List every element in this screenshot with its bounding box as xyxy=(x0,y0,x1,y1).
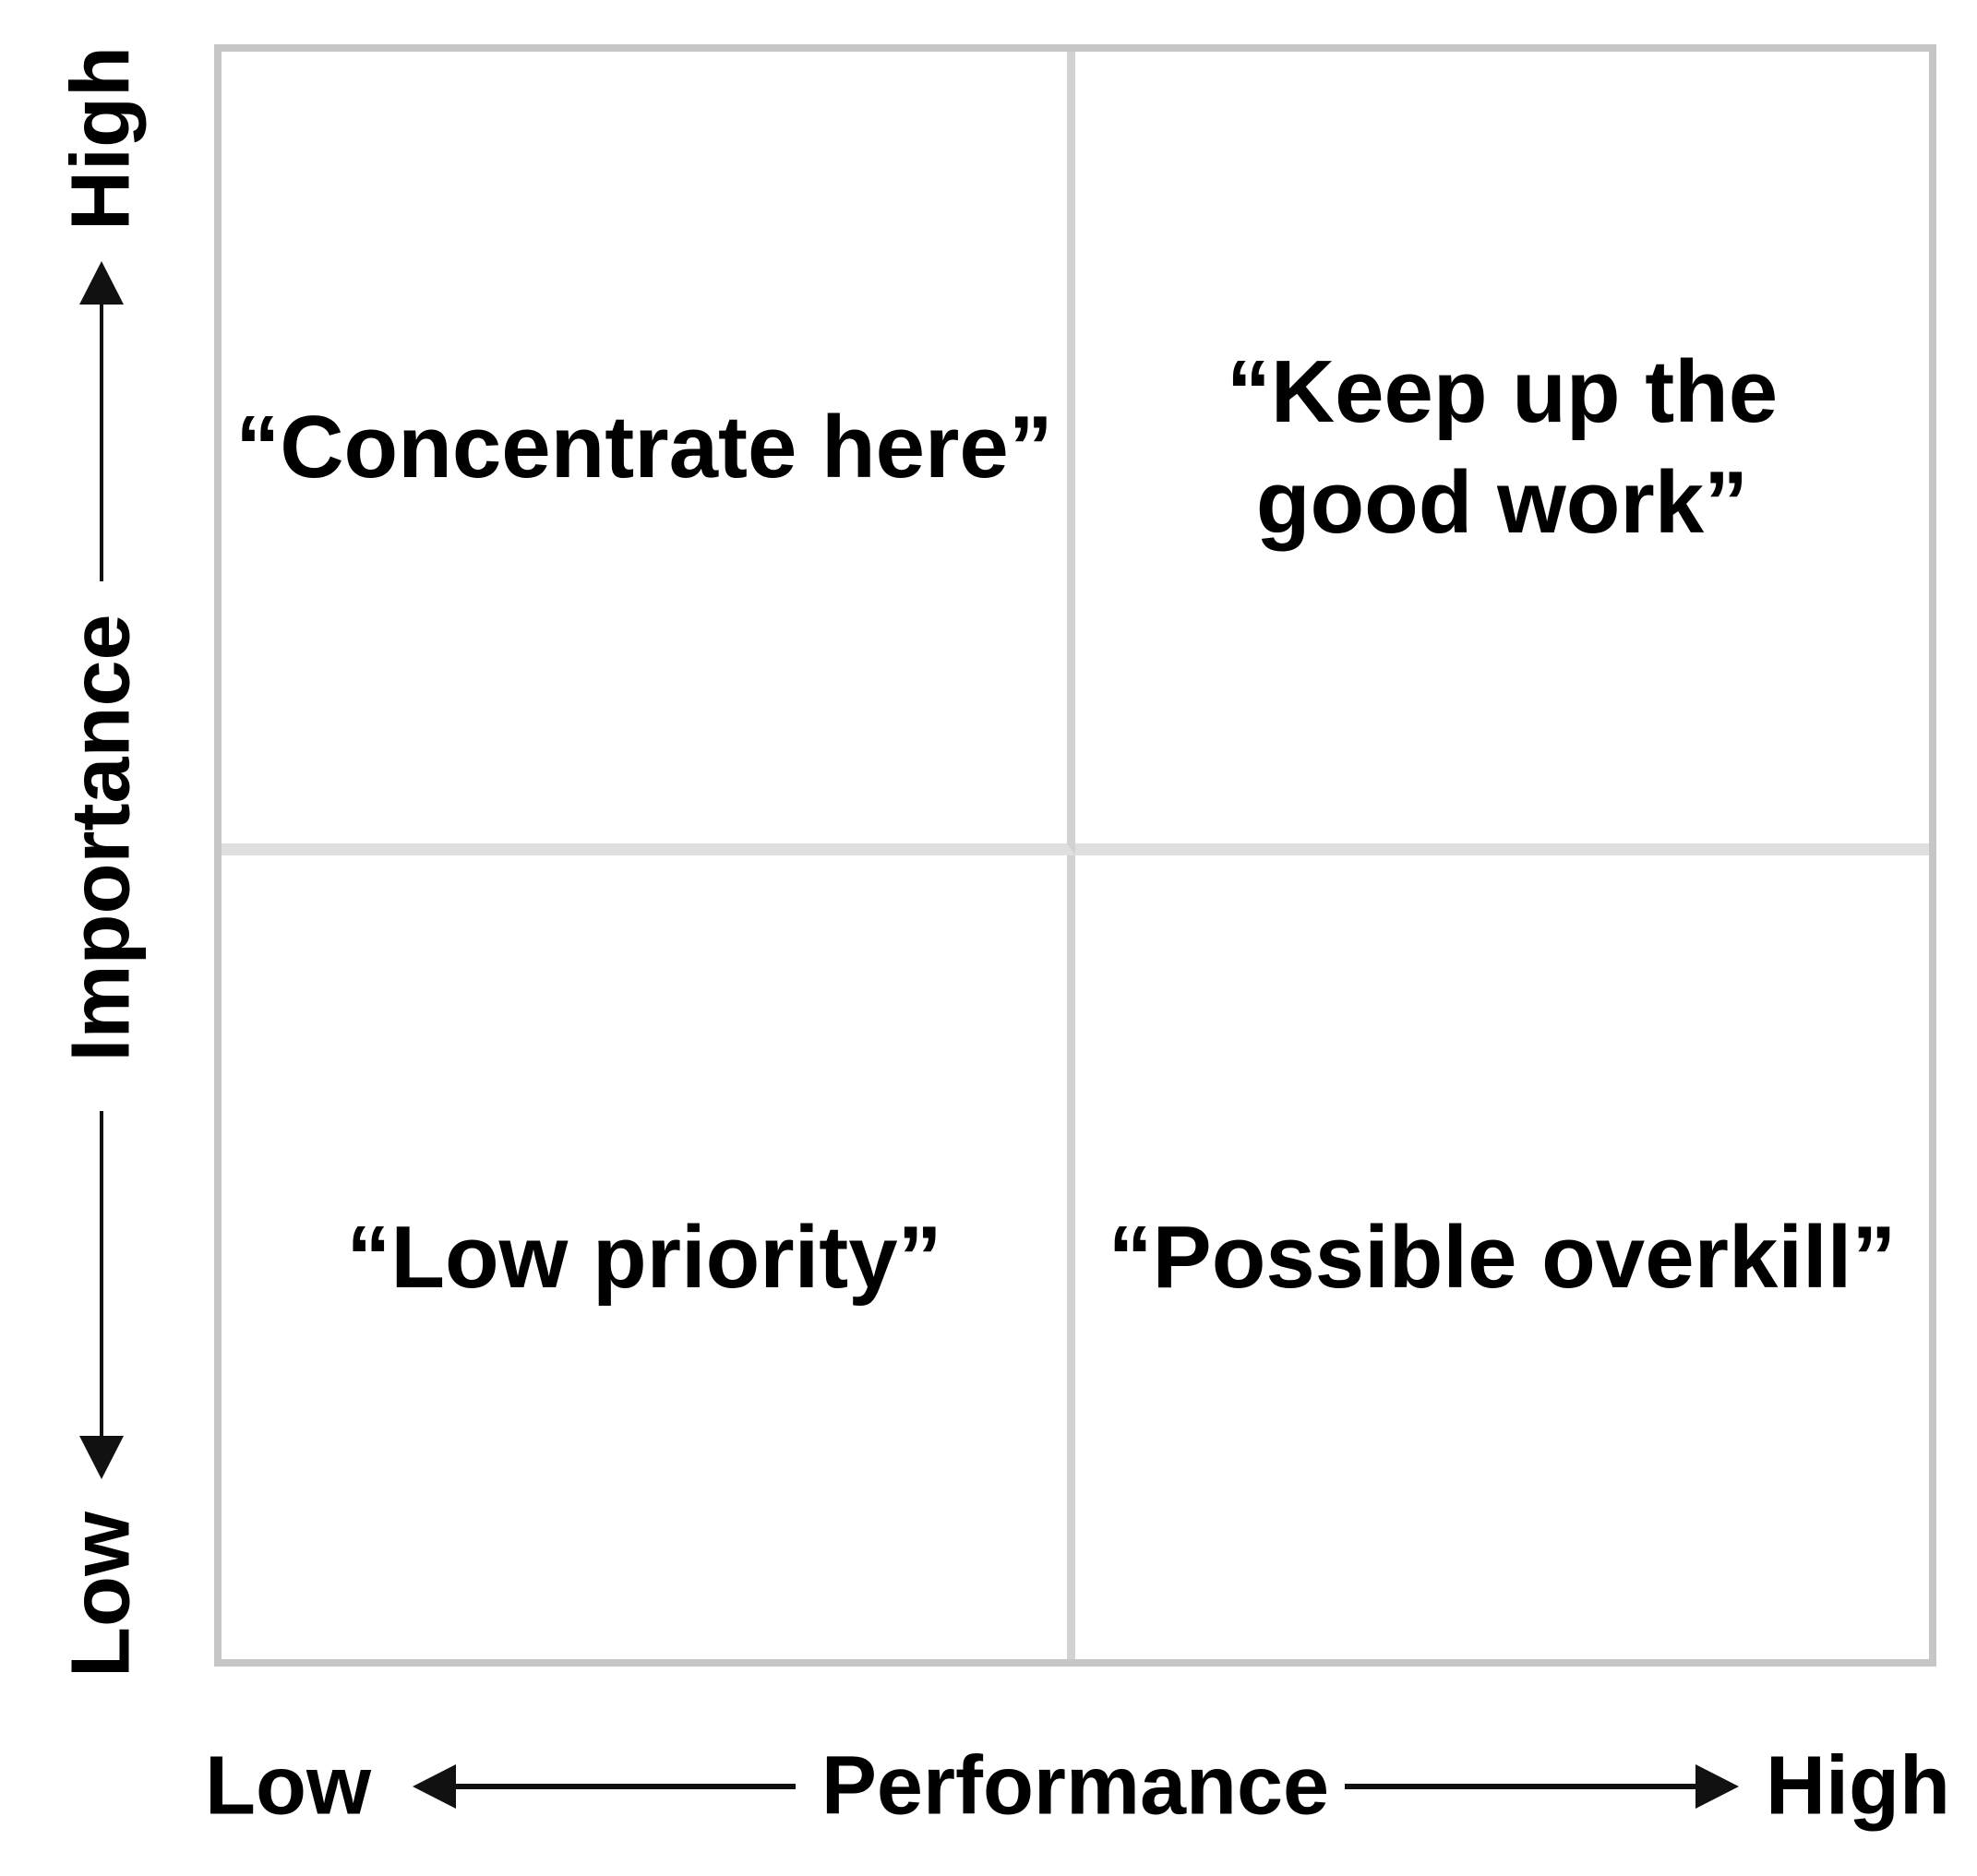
arrow-up-icon xyxy=(79,261,124,305)
quadrant-concentrate-here-label: “Concentrate here” xyxy=(235,398,1053,496)
quadrant-concentrate-here: “Concentrate here” xyxy=(222,52,1075,855)
arrow-right-icon xyxy=(1695,1764,1739,1809)
x-axis-left-line xyxy=(454,1784,796,1789)
arrow-left-icon xyxy=(413,1764,456,1809)
quadrant-low-priority: “Low priority” xyxy=(222,855,1075,1659)
quadrant-grid: “Concentrate here” “Keep up the good wor… xyxy=(214,44,1936,1667)
quadrant-keep-up-line2: good work” xyxy=(1255,453,1749,552)
quadrant-low-priority-label: “Low priority” xyxy=(346,1207,942,1307)
y-axis-high-label: High xyxy=(54,46,148,231)
y-axis-low-label: Low xyxy=(54,1512,148,1678)
y-axis-upper-line xyxy=(100,303,103,581)
y-axis-title: Importance xyxy=(54,614,148,1062)
x-axis-high-label: High xyxy=(1766,1739,1950,1833)
quadrant-keep-up-line1: “Keep up the xyxy=(1226,342,1779,441)
x-axis-low-label: Low xyxy=(205,1739,371,1833)
x-axis-right-line xyxy=(1345,1784,1695,1789)
quadrant-keep-up-the-good-work: “Keep up the good work” xyxy=(1075,52,1929,855)
quadrant-possible-overkill: “Possible overkill” xyxy=(1075,855,1929,1659)
quadrant-possible-overkill-label: “Possible overkill” xyxy=(1108,1207,1897,1307)
arrow-down-icon xyxy=(79,1436,124,1479)
x-axis-title: Performance xyxy=(821,1739,1330,1833)
y-axis-lower-line xyxy=(100,1111,103,1436)
